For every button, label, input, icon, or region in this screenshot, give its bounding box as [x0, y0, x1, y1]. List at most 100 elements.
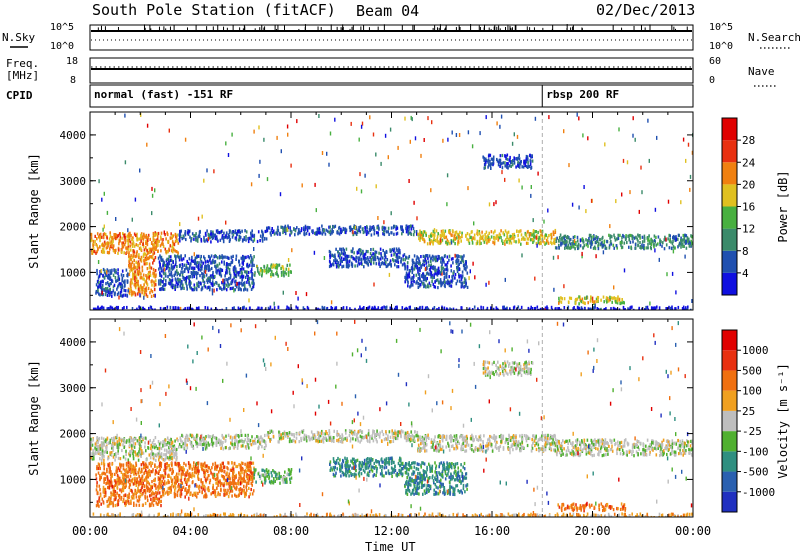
heatmap-cell-sparse	[151, 193, 154, 198]
heatmap-cell	[160, 446, 163, 451]
heatmap-cell	[405, 230, 408, 234]
heatmap-cell	[690, 308, 692, 310]
heatmap-cell	[546, 305, 548, 309]
heatmap-cell	[662, 241, 664, 245]
heatmap-cell	[130, 234, 132, 238]
heatmap-cell	[622, 305, 625, 310]
heatmap-cell	[415, 281, 417, 285]
heatmap-cell	[628, 238, 630, 242]
heatmap-cell	[134, 284, 137, 288]
heatmap-cell	[650, 238, 652, 242]
heatmap-cell	[113, 453, 116, 457]
heatmap-cell	[237, 229, 239, 234]
heatmap-cell	[142, 286, 144, 290]
heatmap-cell	[416, 255, 418, 259]
heatmap-cell	[247, 255, 249, 259]
heatmap-cell	[153, 288, 156, 292]
heatmap-cell	[513, 239, 515, 243]
heatmap-cell-sparse	[504, 277, 506, 282]
heatmap-cell	[149, 237, 151, 241]
heatmap-cell	[99, 308, 102, 310]
heatmap-cell	[218, 283, 220, 287]
heatmap-cell	[639, 234, 641, 238]
heatmap-cell	[367, 231, 370, 235]
heatmap-cell	[196, 444, 199, 449]
heatmap-cell	[372, 429, 374, 433]
heatmap-cell	[134, 279, 136, 283]
heatmap-cell	[136, 236, 138, 240]
heatmap-cell	[199, 263, 202, 267]
heatmap-cell-sparse	[479, 131, 481, 136]
heatmap-cell	[175, 458, 178, 462]
heatmap-cell	[246, 444, 248, 448]
heatmap-cell	[685, 308, 688, 310]
heatmap-cell	[611, 300, 613, 304]
heatmap-cell	[471, 230, 473, 234]
heatmap-cell	[581, 297, 584, 301]
heatmap-cell	[128, 254, 130, 258]
heatmap-cell-sparse	[530, 193, 532, 198]
heatmap-cell	[450, 269, 453, 273]
heatmap-cell	[126, 239, 129, 243]
heatmap-cell	[203, 239, 206, 243]
heatmap-cell	[121, 448, 123, 453]
heatmap-cell	[683, 244, 685, 248]
heatmap-cell	[159, 254, 161, 258]
heatmap-cell	[135, 279, 138, 283]
heatmap-cell	[107, 441, 110, 445]
heatmap-cell	[380, 262, 383, 266]
heatmap-cell	[410, 232, 413, 236]
heatmap-cell	[287, 306, 290, 310]
heatmap-cell	[346, 436, 348, 440]
heatmap-cell	[282, 230, 284, 235]
heatmap-cell	[236, 270, 238, 274]
heatmap-cell	[257, 446, 260, 450]
heatmap-cell	[163, 283, 165, 287]
heatmap-cell	[164, 264, 167, 268]
heatmap-cell-sparse	[266, 177, 269, 182]
heatmap-cell	[381, 429, 383, 434]
heatmap-cell	[185, 282, 187, 286]
heatmap-cell-sparse	[485, 115, 487, 120]
heatmap-cell	[107, 283, 110, 287]
heatmap-cell	[221, 260, 223, 264]
heatmap-cell	[145, 286, 148, 290]
heatmap-cell	[363, 253, 366, 257]
heatmap-cell-sparse	[328, 162, 330, 167]
heatmap-cell	[202, 278, 204, 283]
heatmap-cell	[531, 159, 534, 163]
heatmap-cell	[366, 226, 368, 230]
heatmap-cell	[174, 254, 176, 258]
heatmap-cell	[349, 225, 352, 229]
heatmap-cell	[341, 265, 343, 269]
heatmap-cell-sparse	[163, 267, 166, 272]
heatmap-cell	[268, 308, 270, 310]
heatmap-cell	[376, 226, 378, 230]
heatmap-cell	[504, 154, 507, 158]
heatmap-cell	[587, 301, 589, 305]
heatmap-cell-sparse	[571, 202, 574, 207]
heatmap-cell	[404, 280, 406, 284]
heatmap-cell	[119, 443, 122, 447]
heatmap-cell	[342, 264, 345, 268]
heatmap-cell	[111, 279, 114, 284]
heatmap-cell	[527, 237, 530, 241]
heatmap-cell	[149, 270, 151, 274]
heatmap-cell-sparse	[543, 219, 545, 224]
heatmap-cell	[183, 263, 186, 267]
heatmap-cell	[517, 163, 519, 167]
heatmap-cell	[622, 233, 624, 238]
heatmap-cell	[605, 296, 608, 300]
heatmap-cell	[429, 241, 431, 245]
heatmap-cell	[112, 455, 115, 459]
heatmap-cell	[377, 432, 379, 436]
heatmap-cell-sparse	[359, 172, 361, 177]
heatmap-cell	[175, 236, 178, 241]
heatmap-cell-sparse	[241, 270, 243, 275]
heatmap-cell	[427, 285, 430, 289]
heatmap-cell	[247, 270, 250, 275]
heatmap-cell	[204, 447, 207, 451]
heatmap-cell	[181, 273, 184, 277]
heatmap-cell	[138, 253, 140, 257]
heatmap-cell-sparse	[471, 144, 474, 149]
